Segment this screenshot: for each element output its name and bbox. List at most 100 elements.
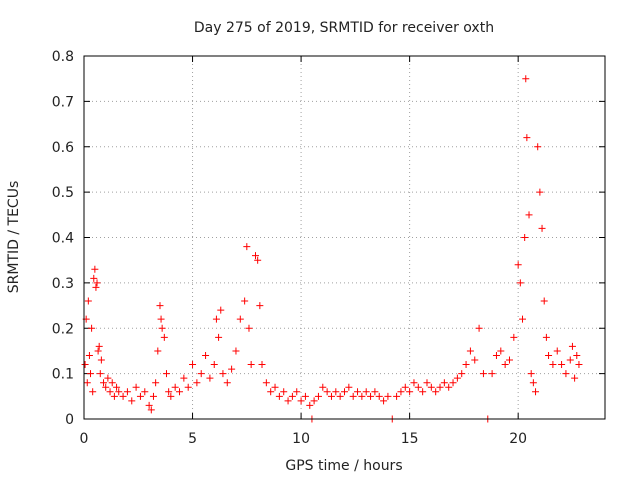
data-point [384, 392, 392, 400]
data-point [132, 383, 140, 391]
data-point [197, 370, 205, 378]
data-point [375, 392, 383, 400]
data-point [521, 234, 529, 241]
data-point [212, 315, 220, 323]
data-point [371, 388, 379, 396]
data-point [165, 388, 173, 396]
data-point [104, 374, 112, 382]
data-point [432, 388, 440, 396]
data-point [217, 306, 225, 314]
data-point [128, 397, 136, 405]
y-tick-label: 0.3 [52, 276, 74, 292]
data-point [534, 143, 542, 151]
data-point [267, 388, 275, 396]
data-point [167, 392, 175, 400]
y-tick-label: 0.2 [52, 321, 74, 337]
data-point [136, 392, 144, 400]
data-point [206, 374, 214, 382]
data-point [149, 392, 157, 400]
data-point [92, 283, 100, 291]
data-point [219, 370, 227, 378]
data-point [301, 392, 309, 400]
data-point [94, 347, 102, 355]
data-point [160, 333, 168, 341]
data-point [562, 370, 570, 378]
data-point [380, 397, 388, 405]
data-point [108, 379, 116, 387]
data-point [180, 374, 188, 382]
data-point [453, 374, 461, 382]
data-point [367, 392, 375, 400]
data-point [566, 356, 574, 364]
data-point [488, 370, 496, 378]
x-tick-label: 10 [292, 431, 310, 447]
data-point [497, 347, 505, 355]
data-point [158, 324, 166, 332]
data-point [90, 274, 98, 282]
data-point [171, 383, 179, 391]
data-point [85, 351, 93, 359]
data-point [336, 392, 344, 400]
data-point [123, 388, 131, 396]
data-point [243, 243, 251, 251]
data-point [156, 302, 164, 310]
data-point [152, 379, 160, 387]
y-tick-label: 0.5 [52, 185, 74, 201]
y-tick-label: 0.8 [52, 49, 74, 65]
data-point [157, 315, 165, 323]
data-point [354, 388, 362, 396]
data-point [538, 224, 546, 232]
data-point [527, 370, 535, 378]
data-point [401, 383, 409, 391]
data-point [549, 361, 557, 369]
chart-title: Day 275 of 2019, SRMTID for receiver oxt… [194, 20, 494, 36]
data-point [445, 383, 453, 391]
data-point [349, 392, 357, 400]
data-point [93, 279, 101, 287]
data-point [288, 392, 296, 400]
data-point [110, 392, 118, 400]
data-point [141, 388, 149, 396]
x-axis-label: GPS time / hours [285, 458, 402, 474]
axis-ticks: 0 0.1 0.2 0.3 0.4 0.5 0.6 0.7 0.8 0 5 10 15 20 [52, 49, 605, 447]
data-point [119, 392, 127, 400]
data-point [558, 361, 566, 369]
data-point [100, 379, 108, 387]
data-point [87, 370, 95, 378]
data-point [97, 356, 105, 364]
data-point [436, 383, 444, 391]
data-point [510, 333, 518, 341]
data-point [241, 297, 249, 305]
data-point [393, 392, 401, 400]
data-point [523, 134, 531, 142]
y-tick-label: 0.7 [52, 94, 74, 110]
data-point [319, 383, 327, 391]
data-point [232, 347, 240, 355]
data-point [223, 379, 231, 387]
data-point [81, 361, 89, 369]
data-point [573, 351, 581, 359]
x-tick-label: 20 [509, 431, 527, 447]
data-point [293, 388, 301, 396]
data-point [184, 383, 192, 391]
data-point [501, 361, 509, 369]
data-point [519, 315, 527, 323]
data-point [471, 356, 479, 364]
data-point [314, 392, 322, 400]
data-point [514, 261, 522, 269]
y-tick-label: 0.1 [52, 367, 74, 383]
data-point [162, 370, 170, 378]
data-point [410, 379, 418, 387]
data-point [106, 388, 114, 396]
data-point [256, 302, 264, 310]
data-point [189, 361, 197, 369]
data-point [145, 401, 153, 409]
data-point [84, 297, 92, 305]
data-point [202, 351, 210, 359]
data-point [258, 361, 266, 369]
data-point [397, 388, 405, 396]
data-point [536, 188, 544, 196]
data-point [345, 383, 353, 391]
data-point [95, 342, 103, 350]
